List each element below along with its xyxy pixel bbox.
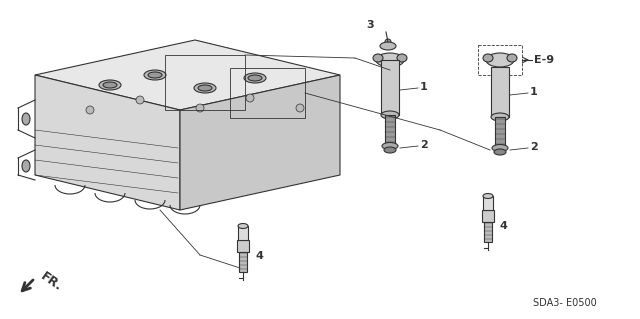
Bar xyxy=(381,60,399,115)
Text: 2: 2 xyxy=(530,142,538,152)
Bar xyxy=(491,67,509,117)
Circle shape xyxy=(196,104,204,112)
Ellipse shape xyxy=(381,111,399,119)
Circle shape xyxy=(296,104,304,112)
Ellipse shape xyxy=(99,80,121,90)
Bar xyxy=(230,68,305,118)
Ellipse shape xyxy=(494,149,506,155)
Ellipse shape xyxy=(486,53,514,67)
Text: SDA3- E0500: SDA3- E0500 xyxy=(533,298,597,308)
Text: 2: 2 xyxy=(420,140,428,150)
Ellipse shape xyxy=(382,143,398,150)
Ellipse shape xyxy=(194,83,216,93)
Polygon shape xyxy=(35,75,180,210)
Ellipse shape xyxy=(238,224,248,228)
Ellipse shape xyxy=(22,113,30,125)
Bar xyxy=(484,222,492,242)
Polygon shape xyxy=(180,75,340,210)
Ellipse shape xyxy=(384,147,396,153)
Circle shape xyxy=(86,106,94,114)
Bar xyxy=(385,115,395,145)
Ellipse shape xyxy=(492,145,508,152)
Ellipse shape xyxy=(380,42,396,50)
Text: 3: 3 xyxy=(366,20,374,30)
Bar xyxy=(495,117,505,147)
Bar xyxy=(482,210,494,222)
Bar xyxy=(165,55,245,110)
Polygon shape xyxy=(35,40,340,110)
Ellipse shape xyxy=(397,54,407,62)
Ellipse shape xyxy=(103,82,117,88)
Bar xyxy=(237,240,249,252)
Ellipse shape xyxy=(198,85,212,91)
Ellipse shape xyxy=(507,54,517,62)
Ellipse shape xyxy=(144,70,166,80)
Bar xyxy=(239,252,247,272)
Circle shape xyxy=(136,96,144,104)
Ellipse shape xyxy=(148,72,162,78)
Ellipse shape xyxy=(373,54,383,62)
Ellipse shape xyxy=(376,53,404,67)
Ellipse shape xyxy=(248,75,262,81)
Circle shape xyxy=(246,94,254,102)
Bar xyxy=(238,226,248,240)
Ellipse shape xyxy=(22,160,30,172)
Ellipse shape xyxy=(244,73,266,83)
Text: 4: 4 xyxy=(500,221,508,231)
Bar xyxy=(483,196,493,210)
Text: FR.: FR. xyxy=(38,270,65,294)
Ellipse shape xyxy=(491,113,509,121)
Ellipse shape xyxy=(483,54,493,62)
Text: 4: 4 xyxy=(255,251,263,261)
Circle shape xyxy=(385,39,391,45)
Ellipse shape xyxy=(483,194,493,198)
Text: 1: 1 xyxy=(420,82,428,92)
Text: 1: 1 xyxy=(530,87,538,97)
Text: E-9: E-9 xyxy=(534,55,554,65)
Bar xyxy=(478,45,522,75)
